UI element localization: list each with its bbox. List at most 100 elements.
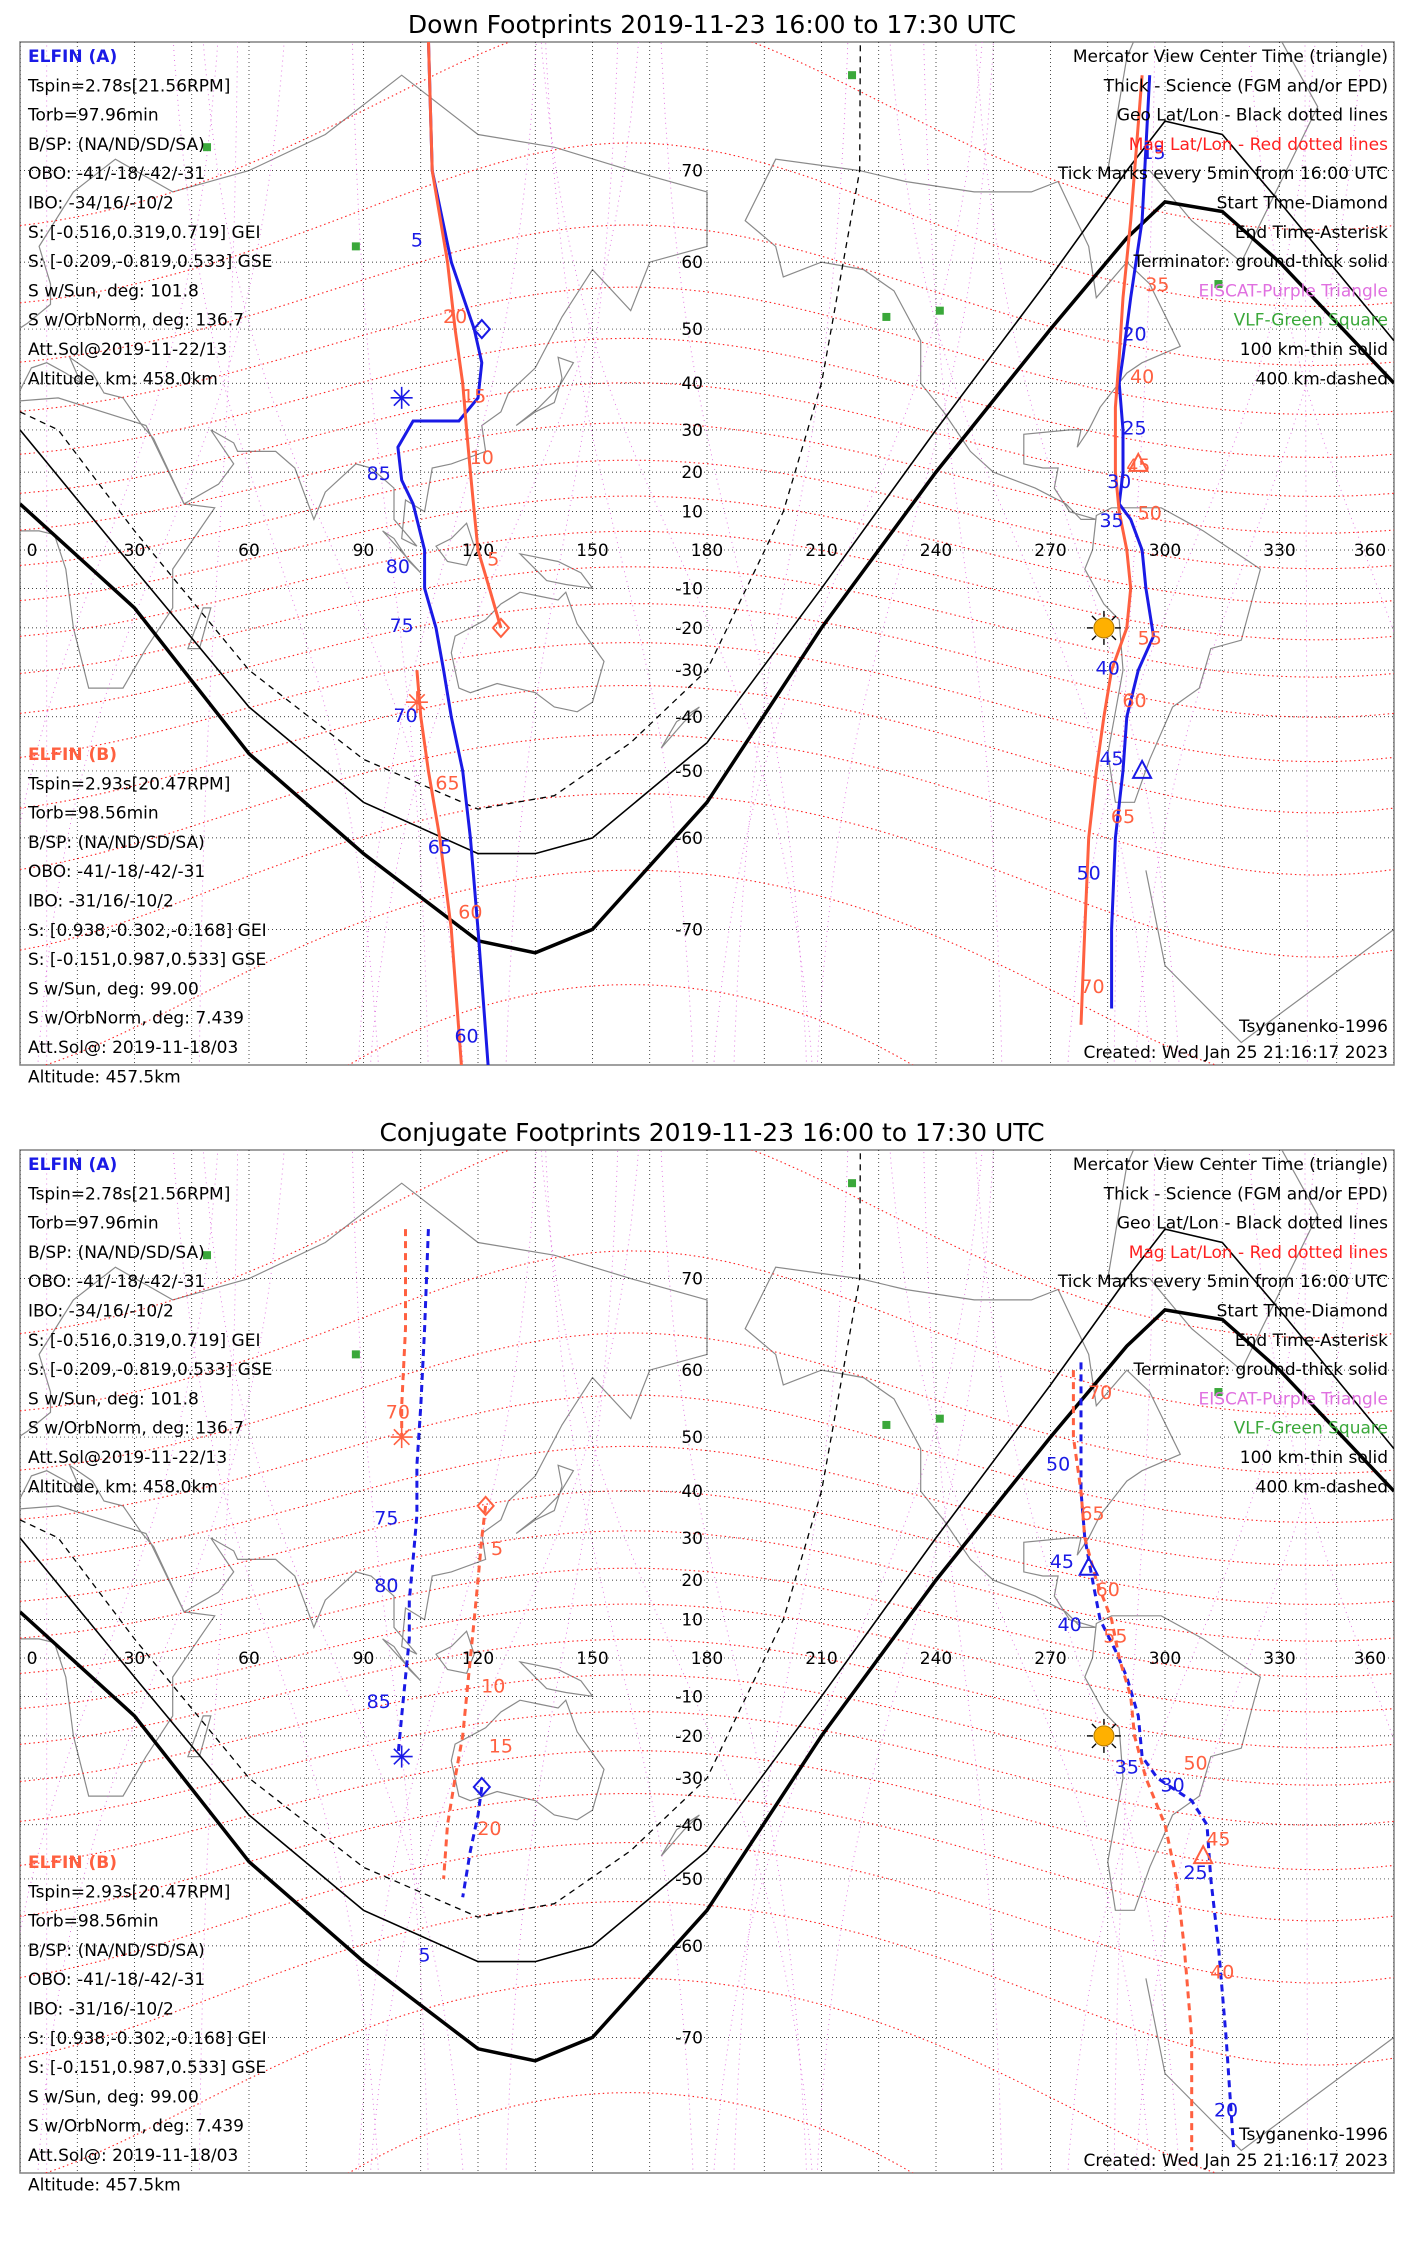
tick-label-elfin-a: 35 bbox=[1115, 1757, 1139, 1779]
panel-title-down: Down Footprints 2019-11-23 16:00 to 17:3… bbox=[408, 10, 1016, 39]
terminator-ground bbox=[20, 1308, 1394, 2063]
vlf-stations bbox=[203, 1179, 1223, 1429]
tick-label-elfin-a: 5 bbox=[411, 229, 423, 251]
lon-label: 270 bbox=[1034, 541, 1066, 561]
right-legend-line: Start Time-Diamond bbox=[1217, 194, 1388, 214]
elfin-b-info: IBO: -31/16/-10/2 bbox=[28, 2000, 174, 2020]
tick-label-elfin-a: 30 bbox=[1161, 1775, 1185, 1797]
continent bbox=[20, 74, 708, 547]
elfin-b-info: Torb=98.56min bbox=[27, 1912, 159, 1932]
tick-label-elfin-a: 25 bbox=[1183, 1862, 1207, 1884]
tick-label-elfin-b: 65 bbox=[435, 772, 459, 794]
continent bbox=[20, 397, 216, 689]
continent bbox=[450, 591, 605, 713]
continent bbox=[382, 1638, 422, 1682]
lat-label: -20 bbox=[675, 619, 703, 639]
continent-outlines bbox=[20, 42, 1394, 1044]
tick-label-elfin-b: 15 bbox=[489, 1735, 513, 1757]
mag-parallel bbox=[20, 1250, 1394, 1416]
mag-parallel bbox=[43, 1977, 1218, 2173]
terminator-lines bbox=[20, 42, 1394, 955]
eiscat-line bbox=[816, 42, 994, 1065]
eiscat-lines bbox=[20, 42, 1394, 1065]
tick-label-elfin-b: 55 bbox=[1103, 1626, 1127, 1648]
right-legend-line: Terminator: ground-thick solid bbox=[1132, 1360, 1388, 1380]
right-legend-line: End Time-Asterisk bbox=[1235, 1331, 1388, 1351]
lon-label: 360 bbox=[1354, 1649, 1386, 1669]
tick-label-elfin-a: 30 bbox=[1107, 471, 1131, 493]
mag-parallel bbox=[20, 1900, 1394, 2066]
tick-label-elfin-b: 20 bbox=[477, 1818, 501, 1840]
elfin-b-title: ELFIN (B) bbox=[28, 745, 117, 765]
elfin-b-info: Att.Sol@: 2019-11-18/03 bbox=[28, 1038, 238, 1058]
start-diamond-elfin-b bbox=[476, 1495, 495, 1517]
tick-label-elfin-a: 65 bbox=[428, 837, 452, 859]
elfin-b-info: S: [-0.151,0.987,0.533] GSE bbox=[28, 950, 266, 970]
mag-parallel bbox=[20, 142, 1394, 308]
eiscat-line bbox=[505, 1150, 619, 2173]
sun-ray bbox=[1091, 635, 1097, 641]
lat-label: 70 bbox=[681, 162, 703, 182]
satellite-tracks bbox=[396, 1229, 1236, 2151]
center-triangle-elfin-b bbox=[1127, 451, 1149, 472]
terminator-lines bbox=[20, 1150, 1394, 2063]
tick-label-elfin-b: 60 bbox=[1122, 690, 1146, 712]
mag-parallel bbox=[20, 224, 1394, 367]
elfin-a-info: IBO: -34/16/-10/2 bbox=[28, 1302, 174, 1322]
elfin-b-title: ELFIN (B) bbox=[28, 1853, 117, 1873]
tick-label-elfin-b: 5 bbox=[491, 1538, 503, 1560]
end-asterisk-elfin-a bbox=[390, 1745, 413, 1768]
tick-label-elfin-a: 25 bbox=[1122, 417, 1146, 439]
elfin-b-info: S: [0.938,-0.302,-0.168] GEI bbox=[28, 2029, 267, 2049]
tick-label-elfin-a: 75 bbox=[374, 1507, 398, 1529]
continent bbox=[187, 1715, 212, 1758]
right-legend-line: EISCAT-Purple Triangle bbox=[1198, 1389, 1388, 1409]
tick-label-elfin-a: 75 bbox=[390, 615, 414, 637]
created-timestamp: Created: Wed Jan 25 21:16:17 2023 bbox=[1083, 2151, 1388, 2171]
sun-disk bbox=[1093, 617, 1115, 639]
lat-label: -50 bbox=[675, 762, 703, 782]
lat-label: -10 bbox=[675, 579, 703, 599]
tick-label-elfin-a: 60 bbox=[454, 1025, 478, 1047]
continent bbox=[1107, 42, 1319, 264]
continent bbox=[435, 1630, 475, 1674]
lon-label: 240 bbox=[920, 541, 952, 561]
eiscat-line bbox=[923, 1150, 1003, 2173]
track-markers bbox=[390, 318, 1153, 779]
right-legend-line: Start Time-Diamond bbox=[1217, 1302, 1388, 1322]
right-legend-line: Thick - Science (FGM and/or EPD) bbox=[1103, 76, 1388, 96]
track-elfin-b bbox=[1079, 75, 1144, 1025]
elfin-b-info: S: [-0.151,0.987,0.533] GSE bbox=[28, 2058, 266, 2078]
elfin-b-info: S: [0.938,-0.302,-0.168] GEI bbox=[28, 921, 267, 941]
lat-label: -30 bbox=[675, 1769, 703, 1789]
tick-label-elfin-b: 55 bbox=[1138, 627, 1162, 649]
elfin-a-title: ELFIN (A) bbox=[28, 1155, 117, 1175]
lon-label: 60 bbox=[238, 1649, 260, 1669]
vlf-stations bbox=[203, 71, 1223, 321]
lat-label: 60 bbox=[681, 253, 703, 273]
vlf-station bbox=[351, 242, 360, 251]
tick-label-elfin-a: 15 bbox=[1141, 142, 1165, 164]
right-legend-line: Mag Lat/Lon - Red dotted lines bbox=[1129, 135, 1388, 155]
eiscat-line bbox=[733, 42, 849, 1065]
panel-title-conjugate: Conjugate Footprints 2019-11-23 16:00 to… bbox=[379, 1118, 1044, 1147]
elfin-a-info: B/SP: (NA/ND/SD/SA) bbox=[28, 1243, 205, 1263]
tick-label-elfin-a: 70 bbox=[393, 705, 417, 727]
tick-label-elfin-a: 20 bbox=[1122, 324, 1146, 346]
tick-label-elfin-b: 20 bbox=[443, 306, 467, 328]
tick-labels: 5201510585807570656560601535204025453035… bbox=[367, 142, 1170, 1047]
right-legend-line: Terminator: ground-thick solid bbox=[1132, 252, 1388, 272]
mag-parallel bbox=[20, 1530, 1394, 1642]
lon-label: 330 bbox=[1263, 541, 1295, 561]
lat-label: -30 bbox=[675, 661, 703, 681]
lon-label: 300 bbox=[1149, 541, 1181, 561]
continent bbox=[382, 530, 422, 574]
tick-label-elfin-a: 5 bbox=[419, 1945, 431, 1967]
elfin-a-info: S w/Sun, deg: 101.8 bbox=[28, 1389, 199, 1409]
lat-label: -10 bbox=[675, 1687, 703, 1707]
elfin-a-info: S: [-0.516,0.319,0.719] GEI bbox=[28, 223, 260, 243]
mag-parallel bbox=[20, 1674, 1394, 1786]
track-elfin-a bbox=[461, 1786, 484, 1898]
tick-label-elfin-b: 10 bbox=[481, 1675, 505, 1697]
